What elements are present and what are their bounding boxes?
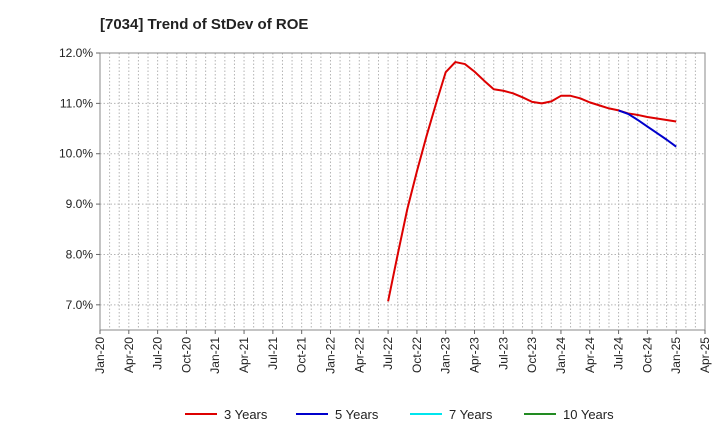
x-axis: Jan-20 Apr-20 Jul-20 Oct-20 Jan-21 Apr-21 Jul-…	[93, 330, 712, 374]
legend-label-3-years: 3 Years	[224, 407, 268, 422]
y-axis: 7.0% 8.0% 9.0% 10.0% 11.0% 12.0%	[59, 46, 100, 312]
x-tick-label: Oct-24	[640, 337, 654, 373]
x-tick-label: Apr-20	[122, 337, 136, 373]
chart-title: [7034] Trend of StDev of ROE	[100, 16, 308, 33]
y-tick-label: 7.0%	[66, 298, 94, 312]
legend-label-10-years: 10 Years	[563, 407, 614, 422]
x-tick-label: Jan-25	[669, 337, 683, 374]
x-tick-label: Jul-20	[151, 337, 165, 370]
series-lines	[387, 61, 677, 302]
x-tick-label: Oct-23	[525, 337, 539, 373]
x-tick-label: Jan-20	[93, 337, 107, 374]
x-tick-label: Jul-24	[612, 337, 626, 370]
x-tick-label: Jan-21	[208, 337, 222, 374]
x-tick-label: Jul-23	[496, 337, 510, 370]
y-tick-label: 11.0%	[60, 96, 93, 110]
legend: 3 Years 5 Years 7 Years 10 Years	[185, 407, 614, 422]
x-tick-label: Oct-22	[410, 337, 424, 373]
x-tick-label: Oct-21	[295, 337, 309, 373]
y-tick-label: 10.0%	[59, 147, 93, 161]
series-line-5-years	[618, 109, 677, 148]
plot-area	[99, 52, 706, 331]
x-tick-label: Jan-24	[554, 337, 568, 374]
x-tick-label: Jul-22	[381, 337, 395, 370]
legend-label-5-years: 5 Years	[335, 407, 379, 422]
series-line-3-years	[387, 61, 677, 302]
x-tick-label: Oct-20	[179, 337, 193, 373]
y-tick-label: 9.0%	[66, 197, 94, 211]
x-tick-label: Apr-24	[583, 337, 597, 373]
x-tick-label: Jan-22	[323, 337, 337, 374]
x-tick-label: Apr-21	[237, 337, 251, 373]
x-tick-label: Apr-25	[698, 337, 712, 373]
x-tick-label: Jul-21	[266, 337, 280, 370]
x-tick-label: Apr-23	[468, 337, 482, 373]
y-tick-label: 12.0%	[59, 46, 93, 60]
x-tick-label: Jan-23	[439, 337, 453, 374]
x-tick-label: Apr-22	[352, 337, 366, 373]
y-tick-label: 8.0%	[66, 247, 94, 261]
grid	[100, 52, 705, 330]
legend-label-7-years: 7 Years	[449, 407, 493, 422]
